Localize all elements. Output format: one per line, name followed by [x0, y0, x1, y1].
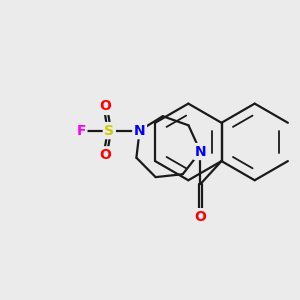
- Text: N: N: [134, 124, 146, 138]
- Text: N: N: [195, 145, 206, 158]
- Text: F: F: [76, 124, 86, 138]
- Text: O: O: [99, 99, 111, 113]
- Text: O: O: [194, 210, 206, 224]
- Text: S: S: [104, 124, 114, 138]
- Text: O: O: [99, 148, 111, 162]
